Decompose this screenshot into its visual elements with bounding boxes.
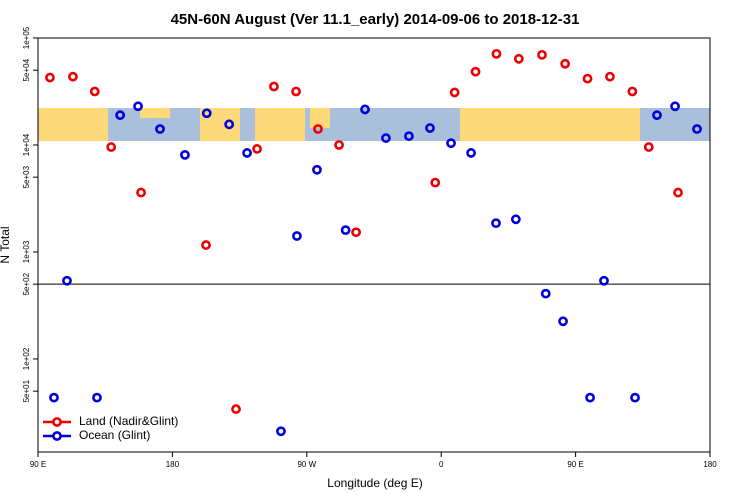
point	[334, 140, 344, 150]
point	[558, 316, 568, 327]
point	[45, 72, 55, 83]
legend-label: Land (Nadir&Glint)	[79, 414, 178, 428]
x-tick-label: 0	[439, 460, 444, 469]
point	[312, 164, 322, 175]
x-tick-label: 90 W	[297, 460, 316, 469]
point	[252, 144, 262, 154]
legend: Land (Nadir&Glint)Ocean (Glint)	[43, 414, 178, 442]
land-band	[255, 108, 305, 141]
point	[446, 138, 456, 149]
y-axis-label: N Total	[0, 226, 12, 263]
y-tick-label: 1e+04	[22, 133, 31, 156]
point	[670, 101, 680, 112]
point	[89, 86, 100, 97]
point	[470, 66, 481, 77]
point	[537, 49, 547, 60]
point	[540, 288, 551, 299]
point	[340, 225, 351, 236]
x-tick-label: 180	[166, 460, 180, 469]
land-band	[140, 108, 170, 118]
point	[201, 240, 211, 250]
point	[351, 227, 361, 238]
point	[582, 73, 593, 84]
point	[136, 187, 146, 198]
point	[425, 123, 435, 133]
point	[466, 148, 476, 158]
legend-swatch	[52, 431, 62, 441]
land-band	[460, 108, 640, 141]
point	[404, 131, 414, 142]
y-tick-label: 5e+03	[22, 165, 31, 188]
x-tick-label: 90 E	[30, 460, 46, 469]
point	[155, 124, 165, 134]
x-tick-label: 180	[703, 460, 717, 469]
y-tick-label: 1e+02	[22, 347, 31, 370]
point	[491, 218, 501, 229]
y-tick-label: 5e+01	[22, 379, 31, 402]
point	[510, 214, 521, 225]
point	[627, 86, 638, 97]
point	[269, 81, 279, 92]
legend-swatch	[52, 417, 62, 427]
point	[292, 231, 302, 241]
y-tick-label: 1e+03	[22, 240, 31, 263]
point	[242, 148, 252, 158]
point	[692, 124, 702, 134]
point	[231, 404, 241, 414]
point	[201, 108, 212, 119]
point	[560, 58, 571, 69]
y-tick-label: 1e+05	[22, 26, 31, 49]
point	[115, 110, 126, 121]
map-band	[38, 108, 710, 141]
point	[673, 187, 683, 198]
land-band	[310, 108, 330, 128]
legend-label: Ocean (Glint)	[79, 428, 150, 442]
y-tick-label: 5e+02	[22, 272, 31, 295]
point	[360, 104, 370, 115]
point	[513, 53, 524, 64]
point	[92, 392, 102, 403]
land-band	[38, 108, 108, 141]
point	[180, 149, 190, 160]
point	[49, 392, 59, 403]
point	[291, 86, 301, 97]
point	[605, 71, 615, 82]
point	[643, 142, 654, 152]
plot-frame	[37, 37, 711, 453]
point	[585, 392, 595, 403]
point	[599, 275, 609, 286]
point	[449, 87, 460, 98]
point	[68, 71, 78, 82]
point	[224, 119, 235, 130]
point	[630, 392, 640, 403]
point	[313, 124, 323, 134]
y-tick-label: 5e+04	[22, 58, 31, 81]
point	[276, 426, 286, 437]
x-axis-label: Longitude (deg E)	[327, 476, 422, 490]
point	[62, 275, 72, 286]
point	[106, 142, 117, 152]
x-tick-label: 90 E	[567, 460, 583, 469]
point	[133, 101, 143, 112]
chart-title: 45N-60N August (Ver 11.1_early) 2014-09-…	[171, 11, 580, 28]
point	[430, 177, 441, 188]
point	[381, 133, 391, 143]
point	[491, 48, 502, 59]
point	[652, 110, 662, 121]
